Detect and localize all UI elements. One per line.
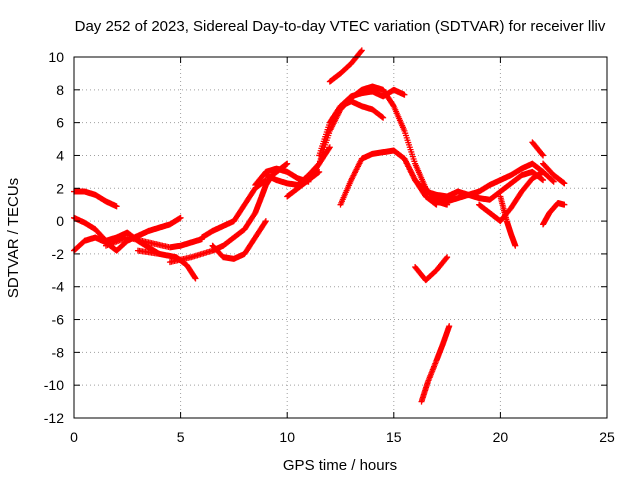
series-track-4 (102, 234, 205, 251)
series-track-12 (305, 83, 451, 208)
marker-path (134, 247, 199, 282)
series-track-22 (540, 160, 568, 187)
y-tick-label: 4 (56, 147, 64, 163)
chart-title: Day 252 of 2023, Sidereal Day-to-day VTE… (75, 18, 606, 35)
series-track-7 (198, 177, 269, 241)
y-tick-label: -10 (44, 377, 64, 393)
series-track-15 (326, 47, 365, 85)
marker-path (305, 83, 451, 208)
marker-path (497, 193, 519, 249)
y-tick-label: -8 (52, 344, 65, 360)
series-track-8 (209, 218, 269, 262)
y-tick-label: -4 (52, 279, 65, 295)
y-tick-label: -6 (52, 312, 65, 328)
plot-frame (73, 56, 608, 419)
x-tick-label: 10 (279, 429, 295, 445)
y-tick-label: -12 (44, 410, 64, 426)
y-tick-label: -2 (52, 246, 65, 262)
y-tick-label: 10 (48, 49, 64, 65)
axis-ticks: 0 5 10 15 20 25 -12 -10 -8 -6 -4 -2 0 2 4 6 8 10 (44, 49, 615, 445)
marker-path (71, 188, 120, 210)
marker-path (198, 177, 269, 241)
y-axis-label: SDTVAR / TECUs (5, 178, 22, 298)
series-track-14 (326, 98, 387, 126)
y-tick-label: 8 (56, 82, 64, 98)
marker-path (540, 160, 568, 187)
data-series (71, 47, 568, 405)
x-tick-label: 5 (177, 429, 185, 445)
x-tick-label: 25 (599, 429, 615, 445)
series-track-5 (134, 247, 199, 282)
x-tick-label: 0 (70, 429, 78, 445)
series-track-25 (418, 323, 453, 405)
marker-path (529, 139, 547, 159)
marker-path (418, 323, 453, 405)
x-tick-label: 20 (493, 429, 509, 445)
series-track-24 (412, 254, 451, 284)
marker-path (540, 200, 568, 228)
y-tick-label: 6 (56, 115, 64, 131)
grid-lines (74, 57, 607, 418)
marker-path (412, 254, 451, 284)
series-track-23 (540, 200, 568, 228)
marker-path (433, 168, 547, 205)
marker-path (102, 234, 205, 251)
y-tick-label: 0 (56, 213, 64, 229)
x-tick-label: 15 (386, 429, 402, 445)
series-track-20 (497, 193, 519, 249)
series-track-21 (529, 139, 547, 159)
series-track-1 (71, 188, 120, 210)
marker-path (326, 47, 365, 85)
marker-path (209, 218, 269, 262)
x-axis-label: GPS time / hours (283, 457, 397, 474)
y-tick-label: 2 (56, 180, 64, 196)
marker-path (326, 98, 387, 126)
series-track-18 (433, 168, 547, 205)
